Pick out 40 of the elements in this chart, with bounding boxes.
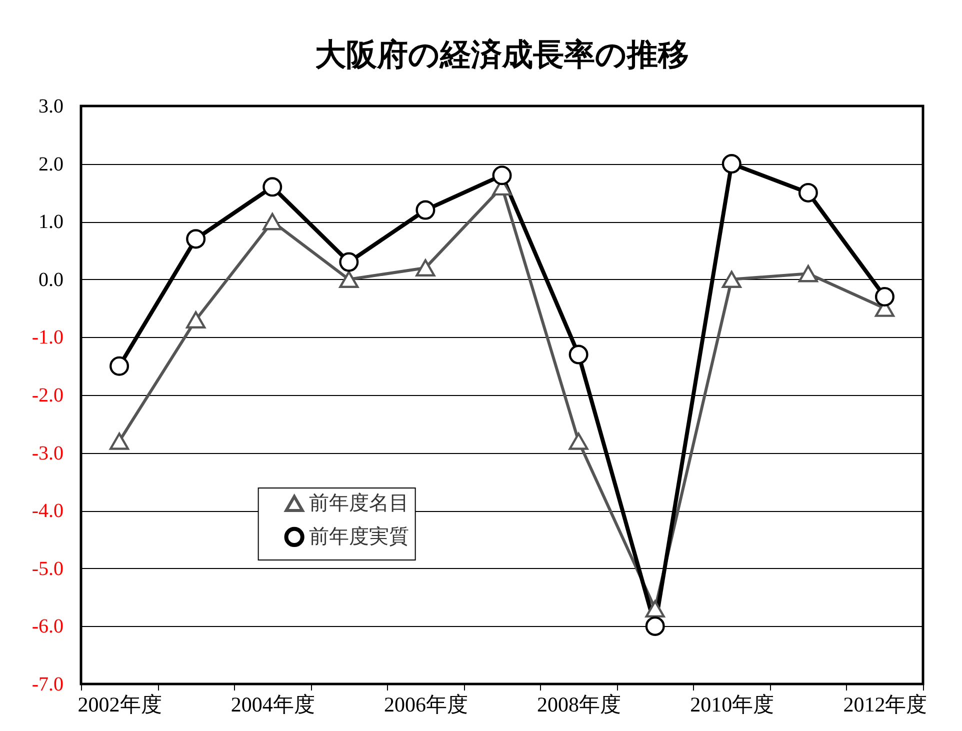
y-tick-label: -7.0 — [32, 674, 64, 696]
y-tick-label: -5.0 — [32, 558, 64, 580]
point — [339, 270, 359, 288]
x-tick-label: 2004年度 — [230, 692, 315, 716]
legend-label: 前年度名目 — [308, 490, 409, 514]
point — [568, 432, 588, 450]
point — [339, 252, 359, 272]
y-tick-label: 1.0 — [38, 211, 64, 234]
point — [798, 265, 818, 282]
x-tick-label: 2012年度 — [843, 692, 928, 716]
y-tick-label: 0.0 — [38, 268, 64, 291]
y-tick-label: -1.0 — [32, 326, 64, 349]
point — [416, 200, 436, 220]
point — [722, 154, 742, 174]
x-tick-label: 2008年度 — [537, 692, 622, 716]
point — [645, 600, 665, 618]
y-tick-label: 3.0 — [38, 96, 64, 118]
point — [262, 177, 282, 197]
point — [262, 213, 282, 230]
x-tick-label: 2006年度 — [384, 692, 468, 716]
point — [110, 356, 130, 376]
x-tick-label: 2010年度 — [690, 692, 774, 716]
point — [416, 259, 436, 276]
x-tick-label: 2002年度 — [78, 692, 162, 716]
point — [722, 270, 742, 288]
y-tick-label: -4.0 — [32, 500, 64, 522]
y-tick-label: -3.0 — [32, 442, 64, 464]
point — [186, 311, 206, 328]
point — [645, 616, 665, 636]
legend-label: 前年度実質 — [308, 524, 409, 548]
chart-title: 大阪府の経済成長率の推移 — [315, 37, 689, 73]
point — [874, 286, 894, 306]
point — [110, 432, 130, 450]
point — [568, 344, 588, 364]
point — [492, 166, 512, 186]
y-tick-label: -2.0 — [32, 384, 64, 406]
point — [186, 229, 206, 249]
y-tick-label: -6.0 — [32, 616, 64, 638]
y-tick-label: 2.0 — [38, 153, 64, 176]
point — [798, 182, 818, 202]
